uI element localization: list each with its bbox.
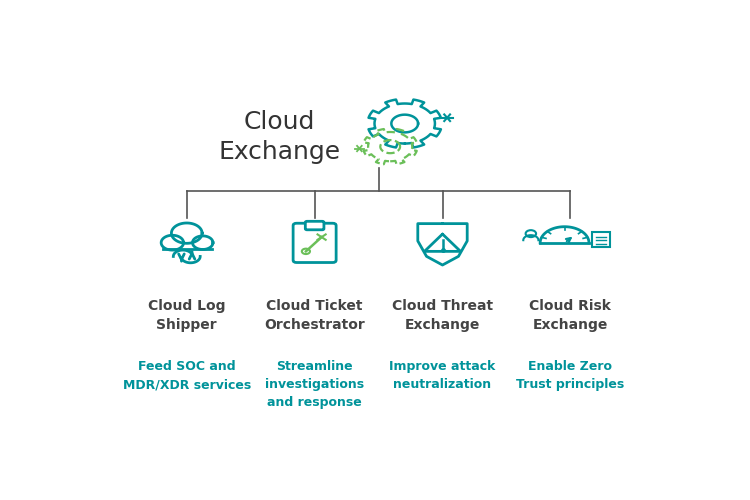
- Text: Exchange: Exchange: [219, 140, 340, 164]
- Text: Feed SOC and
MDR/XDR services: Feed SOC and MDR/XDR services: [123, 360, 250, 392]
- Text: Cloud Ticket
Orchestrator: Cloud Ticket Orchestrator: [264, 298, 365, 332]
- Text: Cloud Risk
Exchange: Cloud Risk Exchange: [530, 298, 611, 332]
- Text: Cloud: Cloud: [244, 110, 316, 134]
- Text: Streamline
investigations
and response: Streamline investigations and response: [265, 360, 364, 410]
- Text: Improve attack
neutralization: Improve attack neutralization: [389, 360, 496, 392]
- Text: Cloud Threat
Exchange: Cloud Threat Exchange: [392, 298, 493, 332]
- Text: Cloud Log
Shipper: Cloud Log Shipper: [148, 298, 226, 332]
- Text: Enable Zero
Trust principles: Enable Zero Trust principles: [516, 360, 625, 392]
- FancyBboxPatch shape: [305, 222, 324, 230]
